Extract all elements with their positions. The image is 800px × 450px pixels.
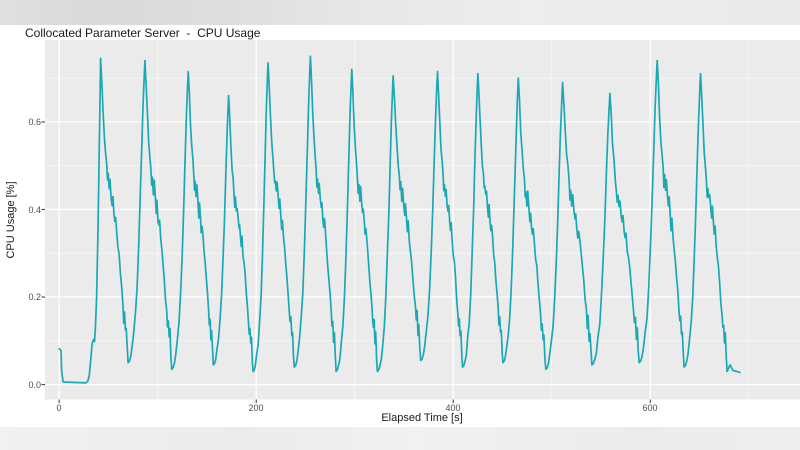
bottom-window-gradient-bar xyxy=(0,427,800,450)
y-tick-label-0.0: 0.0 xyxy=(28,380,41,390)
y-tick-label-0.4: 0.4 xyxy=(28,205,41,215)
chart-title: Collocated Parameter Server - CPU Usage xyxy=(25,26,261,40)
top-window-gradient-bar xyxy=(0,0,800,25)
x-tick-label-400: 400 xyxy=(445,403,461,413)
x-tick-label-600: 600 xyxy=(642,403,658,413)
x-axis-title: Elapsed Time [s] xyxy=(381,412,463,424)
cpu-usage-line xyxy=(58,55,741,384)
y-axis-title: CPU Usage [%] xyxy=(5,181,17,259)
x-tick-label-0: 0 xyxy=(56,403,62,413)
y-tick-label-0.2: 0.2 xyxy=(28,292,41,302)
x-tick-label-200: 200 xyxy=(248,403,264,413)
y-tick-label-0.6: 0.6 xyxy=(28,117,41,127)
